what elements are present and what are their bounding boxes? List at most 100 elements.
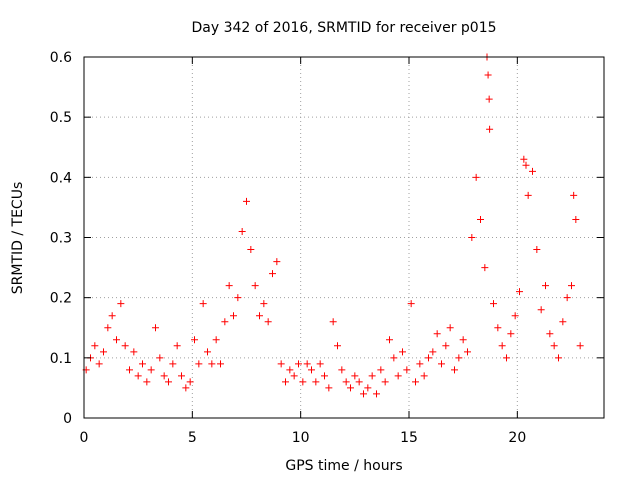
data-point (260, 300, 268, 308)
data-point (195, 360, 203, 368)
data-point (442, 342, 450, 350)
y-axis-label: SRMTID / TECUs (10, 182, 26, 295)
data-point (243, 197, 250, 205)
data-point (438, 360, 445, 368)
data-point (373, 390, 380, 398)
data-point (477, 215, 484, 223)
data-point (355, 378, 363, 386)
data-point (542, 282, 549, 290)
data-point (113, 336, 120, 344)
data-point (247, 246, 255, 254)
data-point (156, 354, 164, 362)
data-point (481, 264, 489, 272)
data-point (273, 258, 281, 266)
data-point (433, 330, 441, 338)
data-point (100, 348, 107, 356)
data-point (364, 384, 372, 392)
data-point (377, 366, 385, 374)
data-point (533, 246, 541, 254)
x-tick-label: 5 (188, 430, 197, 446)
data-point (256, 312, 263, 320)
data-point (420, 372, 428, 380)
data-point (230, 312, 237, 320)
data-point (295, 360, 302, 368)
data-point (425, 354, 432, 362)
data-point (173, 342, 181, 350)
data-point (412, 378, 419, 386)
data-point (160, 372, 168, 380)
data-point (498, 342, 506, 350)
data-point (221, 318, 229, 326)
data-point (139, 360, 146, 368)
data-point (399, 348, 406, 356)
data-point (576, 342, 584, 350)
data-point (316, 360, 324, 368)
data-point (555, 354, 562, 362)
data-point (537, 306, 545, 314)
data-point (217, 360, 224, 368)
data-point (511, 312, 519, 320)
data-point (572, 215, 580, 223)
data-point (91, 342, 99, 350)
data-point (520, 155, 528, 163)
data-point (568, 282, 575, 290)
data-point (251, 282, 259, 290)
data-point (446, 324, 454, 332)
data-point (522, 161, 530, 169)
data-point (342, 378, 350, 386)
data-point (199, 300, 207, 308)
y-tick-label: 0.3 (50, 231, 72, 247)
data-point (524, 191, 532, 199)
data-point (347, 384, 354, 392)
data-point (95, 360, 103, 368)
data-point (130, 348, 138, 356)
data-point (169, 360, 177, 368)
data-point (104, 324, 112, 332)
data-point (429, 348, 437, 356)
data-point (299, 378, 307, 386)
x-tick-label: 10 (292, 430, 310, 446)
x-tick-label: 15 (400, 430, 418, 446)
data-point (386, 336, 393, 344)
data-point (394, 372, 402, 380)
y-tick-label: 0.5 (50, 110, 72, 126)
data-point (308, 366, 315, 374)
data-point (360, 390, 367, 398)
data-point (464, 348, 471, 356)
data-point (503, 354, 510, 362)
data-point (451, 366, 458, 374)
data-point (351, 372, 359, 380)
data-point (472, 173, 480, 181)
data-point (238, 227, 246, 235)
data-point (490, 300, 497, 308)
data-point (484, 71, 492, 79)
data-point (550, 342, 558, 350)
data-point (570, 191, 578, 199)
data-point (134, 372, 142, 380)
data-point (117, 300, 125, 308)
data-point (407, 300, 415, 308)
data-point (178, 372, 185, 380)
data-point (121, 342, 129, 350)
data-point (507, 330, 515, 338)
data-point (546, 330, 554, 338)
data-point (269, 270, 276, 278)
data-point (108, 312, 116, 320)
data-point (143, 378, 151, 386)
y-tick-label: 0.4 (50, 170, 72, 186)
data-point (208, 360, 216, 368)
data-point (182, 384, 190, 392)
ticks-layer: 0 0.1 0.2 0.3 0.4 0.5 0.6 0 5 10 15 20 (50, 50, 604, 446)
data-point (529, 167, 536, 175)
y-tick-label: 0.6 (50, 50, 72, 66)
data-point (290, 372, 298, 380)
data-point (455, 354, 463, 362)
data-point (381, 378, 389, 386)
y-tick-label: 0 (63, 411, 72, 427)
data-point (282, 378, 289, 386)
data-point (559, 318, 567, 326)
grid-layer (84, 57, 604, 418)
data-point (416, 360, 424, 368)
